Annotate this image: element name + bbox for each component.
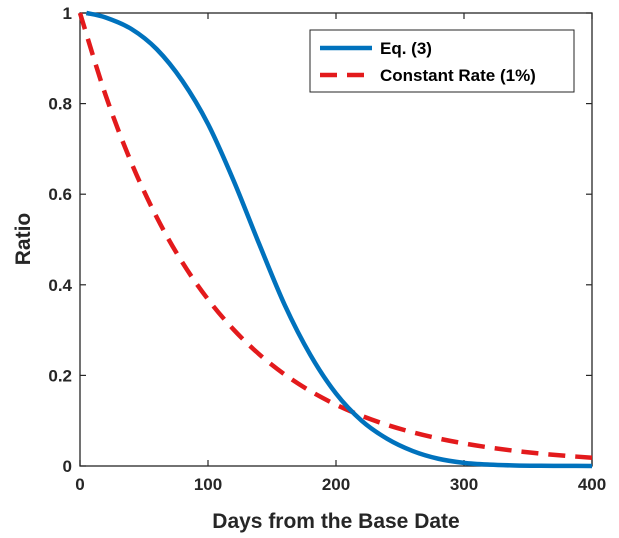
x-axis-label: Days from the Base Date: [212, 510, 459, 533]
tick-labels: 0 100 200 300 400 0 0.2 0.4 0.6 0.8 1: [48, 4, 606, 494]
x-tick-label: 400: [578, 475, 606, 494]
x-tick-label: 0: [75, 475, 84, 494]
y-tick-label: 0.6: [48, 185, 72, 204]
y-tick-label: 0.8: [48, 95, 72, 114]
y-tick-label: 0.4: [48, 276, 72, 295]
y-tick-label: 1: [63, 4, 72, 23]
legend-entry-constant-rate: Constant Rate (1%): [380, 66, 536, 85]
x-tick-label: 300: [450, 475, 478, 494]
legend-entry-eq3: Eq. (3): [380, 39, 432, 58]
series-line-eq3: [85, 10, 593, 469]
series-layer: [77, 10, 593, 469]
y-axis-label: Ratio: [12, 213, 35, 266]
legend: Eq. (3) Constant Rate (1%): [309, 29, 575, 93]
legend-box: [309, 29, 575, 93]
y-tick-label: 0: [63, 457, 72, 476]
x-tick-label: 200: [322, 475, 350, 494]
series-line-constant-rate: [77, 12, 593, 460]
y-tick-label: 0.2: [48, 366, 72, 385]
x-tick-label: 100: [194, 475, 222, 494]
